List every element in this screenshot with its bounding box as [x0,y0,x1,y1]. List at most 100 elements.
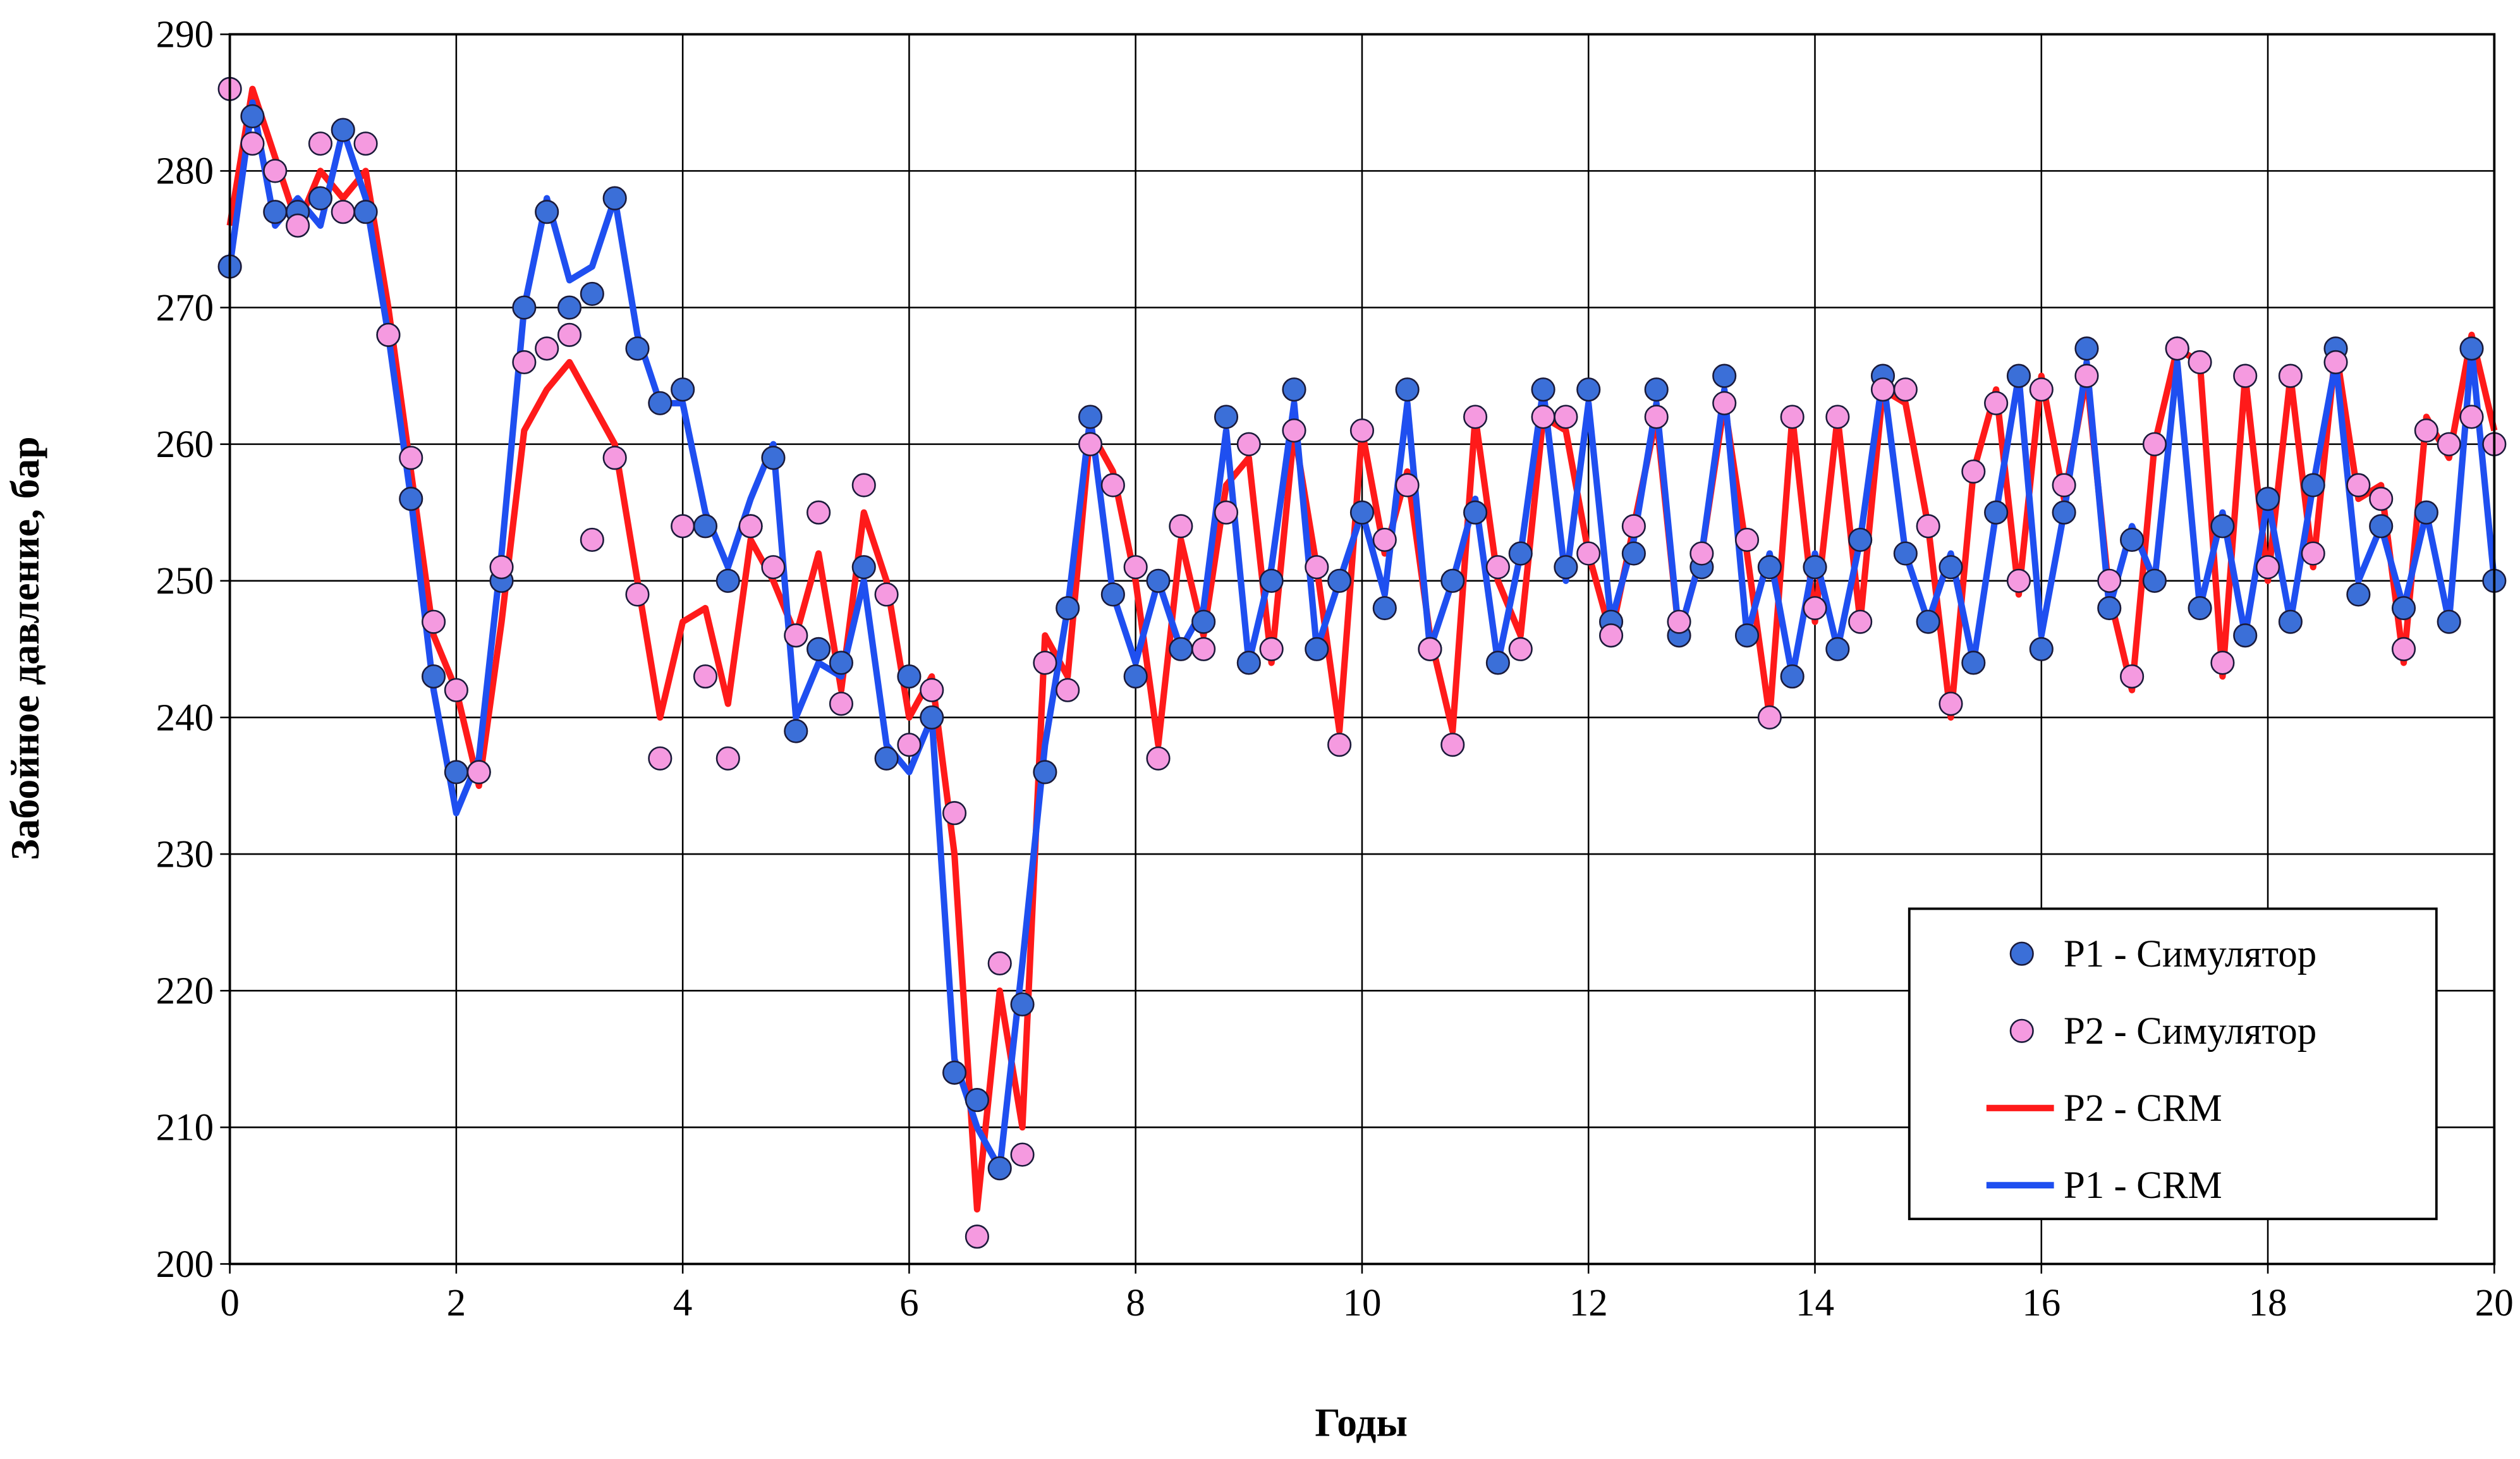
data-point [1667,609,1691,634]
data-point [829,692,854,716]
data-point [1305,555,1329,580]
data-point [1146,746,1171,771]
data-point [965,1088,989,1113]
data-point [1033,760,1057,784]
data-point [807,500,831,525]
data-point [1305,637,1329,661]
data-point [2323,350,2348,375]
legend-label: P2 - Симулятор [2064,1010,2316,1053]
data-point [1621,514,1646,539]
data-point [1191,637,1216,661]
legend-label: P2 - CRM [2064,1087,2222,1130]
data-point [671,514,695,539]
data-point [693,514,718,539]
y-tick-label: 280 [156,150,214,193]
data-point [1282,418,1306,443]
data-point [1010,992,1035,1016]
data-point [2301,541,2325,566]
data-point [715,568,740,593]
data-point [648,391,673,415]
data-point [1169,514,1193,539]
data-point [263,159,288,183]
data-point [1349,418,1375,443]
data-point [1961,459,1986,484]
data-point [1984,500,2009,525]
data-point [2165,336,2189,361]
data-point [2052,473,2076,498]
data-point [1146,568,1171,593]
data-point [715,746,740,771]
data-point [2459,405,2484,429]
data-point [2120,664,2145,689]
marks [217,76,2507,1249]
data-point [1870,377,1896,402]
data-point [2052,500,2076,525]
data-point [2142,432,2167,456]
data-point [1984,391,2009,415]
data-point [376,322,401,347]
x-tick-label: 18 [2249,1282,2287,1324]
data-point [920,705,944,730]
data-point [421,609,446,634]
data-point [1644,405,1669,429]
data-point [2233,623,2258,648]
legend-marker [2009,1018,2034,1043]
data-point [1123,555,1148,580]
data-point [286,213,310,238]
data-point [580,527,604,552]
data-point [897,664,922,689]
data-point [1825,637,1850,661]
y-tick-label: 260 [156,424,214,466]
data-point [308,131,332,156]
data-point [353,200,378,224]
data-point [399,487,423,511]
data-point [2006,568,2031,593]
data-point [2414,500,2438,525]
y-tick-label: 270 [156,287,214,329]
data-point [2278,363,2303,388]
data-point [1100,473,1125,498]
data-point [2006,363,2031,388]
data-point [444,760,468,784]
data-point [1531,377,1555,402]
data-point [874,582,899,607]
y-tick-label: 200 [156,1243,214,1286]
data-point [2369,487,2394,511]
data-point [308,186,332,211]
data-point [1780,405,1805,429]
data-point [1418,637,1442,661]
data-point [2346,582,2371,607]
y-tick-label: 240 [156,697,214,739]
data-point [2097,568,2122,593]
data-point [738,514,763,539]
data-point [1644,377,1669,402]
data-point [1734,623,1760,648]
data-point [1372,527,1397,552]
data-point [1259,637,1284,661]
data-point [1803,595,1827,621]
data-point [1576,377,1601,402]
data-point [2255,555,2280,580]
data-point [2233,363,2258,388]
data-point [602,186,627,211]
data-point [1010,1142,1035,1167]
data-point [1485,650,1510,675]
data-point [987,1156,1012,1181]
data-point [761,555,786,580]
data-point [1191,609,1216,634]
data-point [1939,555,1963,580]
data-point [1440,733,1465,757]
data-point [1734,527,1760,552]
data-point [1508,541,1533,566]
data-point [1056,678,1080,702]
y-tick-label: 250 [156,560,214,602]
data-point [874,746,899,771]
data-point [535,336,559,361]
data-point [1463,500,1488,525]
data-point [1961,650,1986,675]
data-point [2120,527,2145,552]
data-point [2097,595,2122,621]
data-point [557,322,582,347]
data-point [444,678,468,702]
